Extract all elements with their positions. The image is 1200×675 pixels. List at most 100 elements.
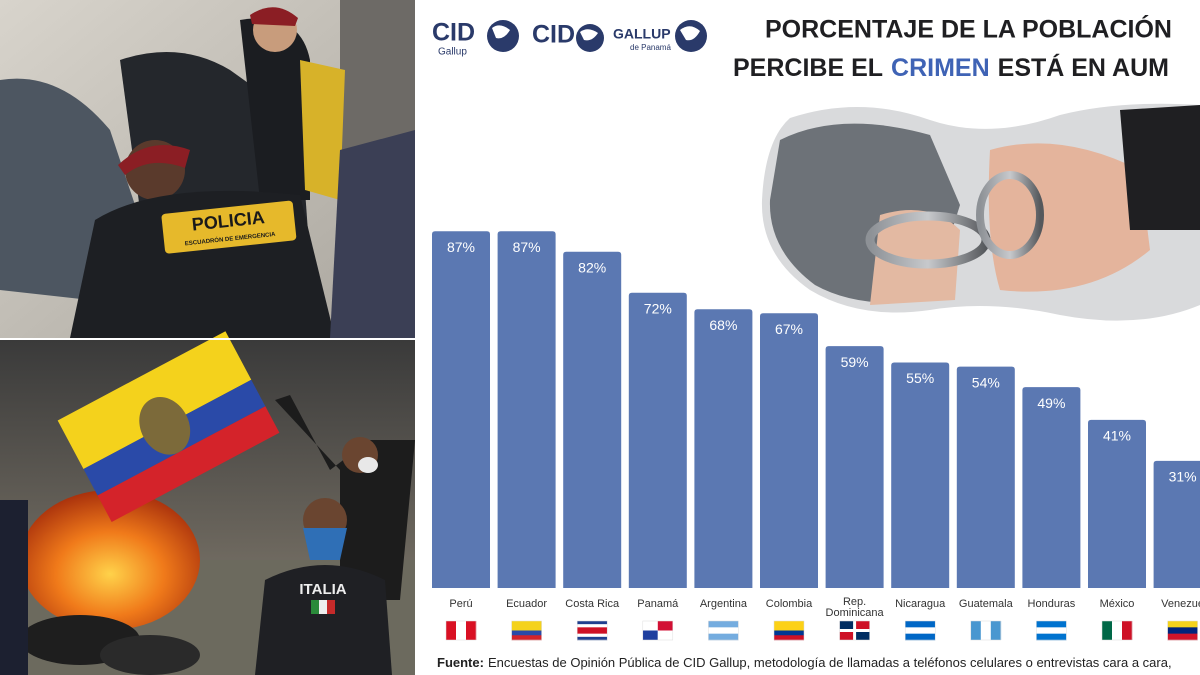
x-tick-label: Panamá — [637, 598, 679, 610]
flag — [1101, 620, 1133, 641]
flag-border — [904, 620, 936, 641]
value-label: 82% — [578, 260, 606, 276]
bar — [628, 292, 687, 588]
value-label: 31% — [1169, 469, 1197, 485]
flag-part — [577, 636, 608, 641]
value-label: 68% — [709, 317, 737, 333]
flag-part — [657, 621, 673, 631]
bar — [432, 231, 490, 589]
x-tick-label: México — [1099, 598, 1135, 610]
flag-part — [1036, 621, 1067, 628]
bar — [1088, 419, 1146, 588]
flag — [839, 620, 870, 641]
flag-part — [1036, 627, 1067, 634]
flag-part — [511, 630, 542, 636]
x-tick-label: Costa Rica — [565, 598, 620, 610]
title-part: PERCIBE EL — [733, 54, 883, 82]
flag-part — [970, 621, 982, 640]
value-label: 72% — [644, 301, 672, 317]
logo-text: de Panamá — [630, 43, 671, 52]
flag-part — [511, 635, 542, 641]
title-part: ESTÁ EN AUM — [998, 53, 1169, 82]
logo-text: Gallup — [438, 47, 467, 58]
bar — [1153, 460, 1200, 588]
flag-part — [905, 627, 936, 634]
value-label: 67% — [775, 321, 803, 337]
bar — [497, 231, 556, 589]
bar — [825, 346, 884, 588]
x-tick-label: Venezue — [1161, 598, 1200, 610]
flag-border — [1101, 620, 1133, 641]
flag-part — [511, 621, 542, 627]
value-label: 41% — [1103, 428, 1131, 444]
flag-part — [1167, 627, 1198, 634]
footer-label: Fuente: — [437, 655, 484, 670]
value-label: 55% — [906, 370, 934, 386]
handcuff-photo — [761, 103, 1200, 321]
flag-part — [774, 625, 804, 631]
flag-border — [839, 620, 870, 641]
bar — [1022, 387, 1081, 588]
flag-border — [773, 620, 805, 641]
value-label: 54% — [972, 374, 1000, 390]
flag-part — [466, 621, 477, 640]
flag-part — [774, 635, 804, 641]
title-highlight: CRIMEN — [891, 54, 990, 82]
protest-photo: ITALIA — [0, 331, 415, 675]
x-tick-label: Colombia — [765, 598, 813, 610]
x-tick-label: Ecuador — [506, 598, 548, 610]
flag-part — [577, 633, 608, 638]
bar — [956, 366, 1015, 588]
value-label: 59% — [841, 354, 869, 370]
flag — [445, 620, 477, 641]
flag-part — [980, 621, 992, 640]
x-tick-label: Nicaragua — [895, 598, 946, 610]
footer: Fuente: Encuestas de Opinión Pública de C… — [437, 655, 1172, 670]
flag-part — [990, 621, 1002, 640]
logo-text: CID — [432, 19, 475, 47]
flag — [970, 620, 1002, 641]
flag-part — [577, 627, 608, 631]
flag-border — [1167, 620, 1198, 641]
flag — [773, 620, 805, 641]
flag-part — [708, 627, 739, 634]
flag-border — [445, 620, 477, 641]
police-photo: POLICIA ESCUADRÓN DE EMERGENCIA — [0, 0, 415, 338]
logo-text: GALLUP — [613, 26, 671, 42]
flag-part — [577, 630, 608, 634]
flag-part — [774, 621, 804, 627]
flag-part — [642, 621, 658, 631]
flag-part — [774, 630, 804, 636]
flag-border — [576, 620, 608, 641]
flag-part — [511, 625, 542, 631]
flag-part — [854, 630, 870, 640]
flag-part — [446, 621, 457, 640]
flag-part — [1102, 621, 1113, 640]
flag-part — [642, 630, 658, 640]
flag-border — [1036, 620, 1067, 641]
flag-part — [577, 621, 608, 625]
value-label: 87% — [513, 239, 541, 255]
value-label: 87% — [447, 239, 475, 255]
flag-part — [1122, 621, 1133, 640]
flag — [708, 620, 739, 641]
x-tick-label: Perú — [449, 598, 473, 610]
flag-border — [642, 620, 674, 641]
bar — [891, 362, 950, 588]
flag-part — [905, 621, 936, 628]
chart-title: PERCIBE EL CRIMEN ESTÁ EN AUM — [733, 53, 1169, 82]
flag — [576, 620, 608, 641]
flag-part — [839, 629, 870, 632]
flag — [511, 620, 542, 641]
flag — [642, 620, 674, 641]
logos: CID Gallup CID GALLUP de Panamá — [432, 19, 707, 58]
flag-part — [1036, 633, 1067, 641]
flag-part — [708, 633, 739, 641]
flag-part — [577, 624, 608, 628]
flag-part — [854, 621, 870, 631]
flag-border — [708, 620, 739, 641]
value-label: 49% — [1037, 395, 1065, 411]
flag-part — [905, 633, 936, 641]
